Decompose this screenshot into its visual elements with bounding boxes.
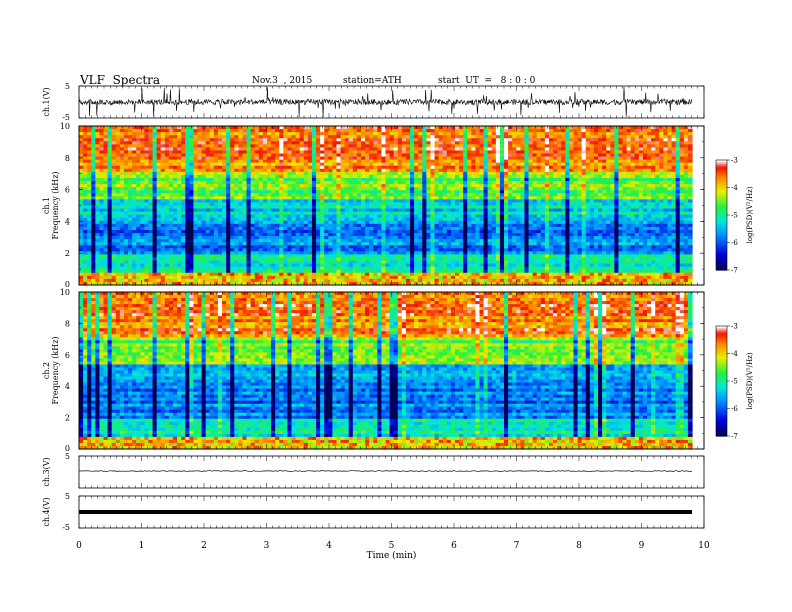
y-tick-label: 2 — [65, 414, 70, 423]
colorbar-tick-label: -3 — [731, 157, 738, 165]
colorbar-label: log(PSD)(V²/Hz) — [746, 352, 754, 409]
x-tick-label: 0 — [76, 541, 82, 551]
colorbar-tick-label: -4 — [731, 350, 738, 358]
colorbar-tick-label: -6 — [731, 405, 738, 413]
y-tick-label: 5 — [65, 82, 70, 91]
colorbar-tick-label: -7 — [731, 267, 738, 275]
ch2-spectrogram-frame — [78, 291, 705, 450]
x-tick-label: 1 — [139, 541, 145, 551]
colorbar-tick-label: -6 — [731, 239, 738, 247]
y-axis-label: ch.4(V) — [42, 497, 51, 526]
y-tick-label: 8 — [65, 154, 70, 163]
y-tick-label: 5 — [65, 452, 70, 461]
y-axis-label: ch.2 — [42, 362, 51, 379]
y-tick-label: 10 — [60, 288, 70, 297]
ch1-spectrogram-image — [79, 126, 693, 286]
y-tick-label: -5 — [62, 523, 70, 532]
y-tick-label: 2 — [65, 249, 70, 258]
ch2-spectrogram-image — [79, 292, 693, 450]
y-tick-label: 10 — [60, 122, 70, 131]
y-tick-label: 6 — [65, 351, 70, 360]
date-label: Nov.3 , 2015 — [252, 76, 313, 86]
x-tick-label: 6 — [451, 541, 457, 551]
x-axis-label: Time (min) — [367, 550, 417, 561]
figure-title: VLF Spectra — [80, 73, 161, 87]
ch1-spectrogram-frame — [78, 125, 705, 286]
y-axis-label: Frequency (kHz) — [51, 171, 60, 239]
x-tick-label: 5 — [389, 541, 395, 551]
y-tick-label: 4 — [65, 217, 70, 226]
ch3-waveform-line — [78, 470, 693, 472]
x-tick-label: 8 — [576, 541, 582, 551]
x-tick-label: 9 — [639, 541, 645, 551]
colorbar-label: log(PSD)(V²/Hz) — [746, 186, 754, 243]
y-axis-label: ch.1(V) — [42, 87, 51, 116]
x-tick-label: 2 — [201, 541, 207, 551]
y-axis-label: ch.3(V) — [42, 457, 51, 486]
colorbar-tick-label: -4 — [731, 184, 738, 192]
y-axis-label: ch.1 — [42, 197, 51, 214]
y-tick-label: 6 — [65, 186, 70, 195]
x-tick-label: 3 — [264, 541, 270, 551]
y-tick-label: 5 — [65, 492, 70, 501]
x-tick-label: 10 — [698, 541, 710, 551]
ch1-waveform-line — [78, 86, 693, 118]
x-tick-label: 7 — [514, 541, 520, 551]
y-axis-label: Frequency (kHz) — [51, 336, 60, 404]
y-tick-label: 4 — [65, 382, 70, 391]
start-time-label: start UT = 8 : 0 : 0 — [438, 76, 536, 86]
y-tick-label: 8 — [65, 319, 70, 328]
colorbar-tick-label: -7 — [731, 433, 738, 441]
colorbar-tick-label: -5 — [731, 212, 738, 220]
colorbar-tick-label: -5 — [731, 378, 738, 386]
y-tick-label: 0 — [65, 280, 70, 289]
station-label: station=ATH — [343, 76, 402, 86]
colorbar-tick-label: -3 — [731, 323, 738, 331]
x-tick-label: 4 — [326, 541, 332, 551]
y-tick-label: -5 — [62, 113, 70, 122]
y-tick-label: 0 — [65, 444, 70, 453]
